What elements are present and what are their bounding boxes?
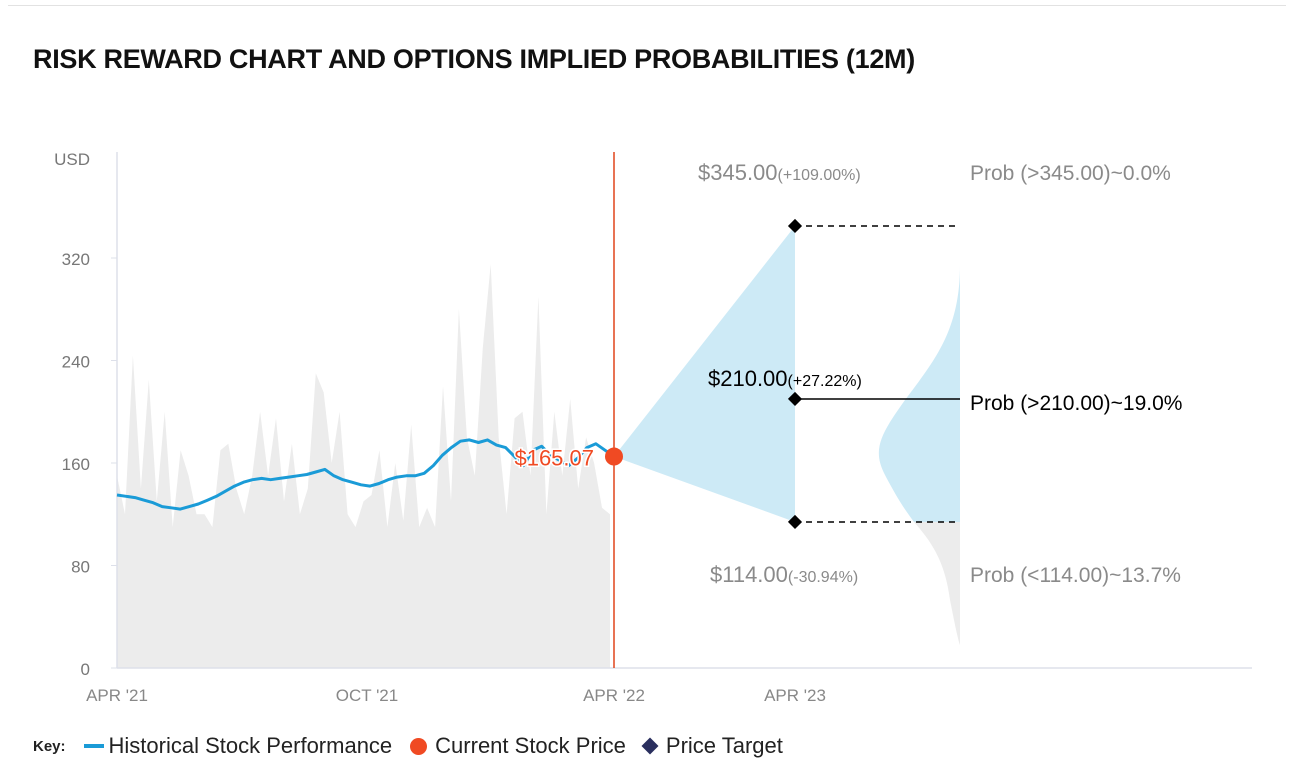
x-tick-label: APR '22 <box>583 686 645 705</box>
price-target-change: (+109.00%) <box>778 167 861 184</box>
forecast-cone <box>614 225 795 522</box>
y-tick-label: 240 <box>62 353 90 372</box>
x-tick-label: OCT '21 <box>336 686 398 705</box>
legend-key-label: Key: <box>33 737 66 755</box>
probability-distribution-lower <box>914 521 960 645</box>
historical-price-line <box>116 438 615 511</box>
legend-item-price-target: Price Target <box>665 733 783 758</box>
probability-label: Prob (>210.00)~19.0% <box>970 392 1182 415</box>
price-target-diamond <box>787 218 803 234</box>
price-target-change: (-30.94%) <box>788 569 858 586</box>
price-target-value: $114.00 <box>710 562 788 587</box>
top-divider <box>8 5 1286 6</box>
price-target-label: $114.00(-30.94%) <box>710 562 858 587</box>
y-tick-label: 0 <box>81 660 90 679</box>
price-target-change: (+27.22%) <box>788 373 862 390</box>
price-target-diamond <box>787 391 803 407</box>
price-target-label: $210.00(+27.22%) <box>708 366 862 391</box>
probability-distribution-upper <box>878 265 960 522</box>
price-target-value: $345.00 <box>698 160 778 185</box>
legend: Key: Historical Stock Performance Curren… <box>33 733 783 759</box>
y-tick-label: 160 <box>62 455 90 474</box>
probability-label: Prob (>345.00)~0.0% <box>970 162 1171 185</box>
legend-diamond-icon <box>641 737 659 755</box>
probability-label: Prob (<114.00)~13.7% <box>970 564 1181 587</box>
x-tick-label: APR '23 <box>764 686 826 705</box>
page-title: RISK REWARD CHART AND OPTIONS IMPLIED PR… <box>33 44 915 74</box>
price-target-diamond <box>787 514 803 530</box>
y-tick-label: 320 <box>62 250 90 269</box>
legend-line-icon <box>83 744 104 748</box>
legend-item-current-price: Current Stock Price <box>435 733 626 758</box>
price-target-label: $345.00(+109.00%) <box>698 160 861 185</box>
current-price-label: $165.07 <box>514 446 594 471</box>
background-area <box>117 264 610 668</box>
current-price-dot <box>605 447 623 466</box>
price-target-value: $210.00 <box>708 366 788 391</box>
legend-dot-icon <box>410 737 428 755</box>
x-tick-label: APR '21 <box>86 686 148 705</box>
legend-item-historical: Historical Stock Performance <box>108 733 393 758</box>
y-axis-label: USD <box>54 150 90 169</box>
y-tick-label: 80 <box>71 558 90 577</box>
